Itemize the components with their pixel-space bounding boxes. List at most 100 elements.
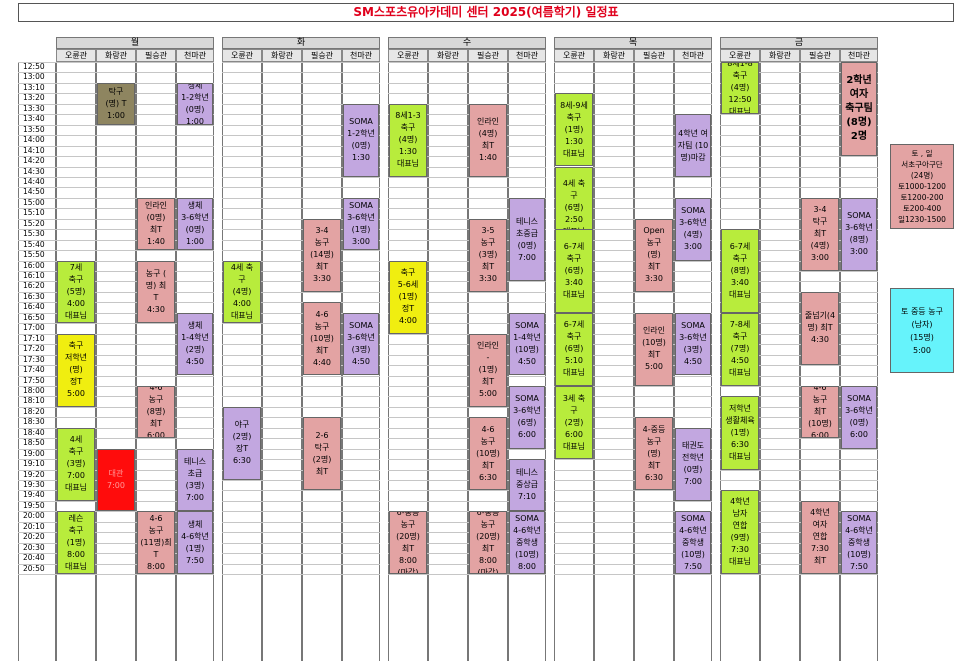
- grid-line: [554, 197, 712, 199]
- grid-line: [554, 417, 712, 419]
- class-block[interactable]: 8세-9세 축구 (1명) 1:30 대표님: [555, 93, 593, 167]
- class-block[interactable]: 생체 1-4학년 (2명) 4:50: [177, 312, 213, 376]
- class-block[interactable]: 7세 축구 (5명) 4:00 대표님: [57, 260, 95, 324]
- class-block[interactable]: SOMA 1-2학년 (0명) 1:30: [343, 103, 379, 177]
- venue-column: [594, 62, 634, 661]
- grid-line: [18, 281, 56, 283]
- grid-line: [222, 574, 380, 576]
- class-block[interactable]: 테니스 초중급 (0명) 7:00: [509, 197, 545, 282]
- class-block[interactable]: 생체 4-6학년 (1명) 7:50: [177, 511, 213, 575]
- class-block[interactable]: 8세1-8 축구 (4명) 12:50 대표님: [721, 62, 759, 115]
- class-block[interactable]: 저학년 생활체육 (1명) 6:30 대표님: [721, 396, 759, 470]
- class-block[interactable]: Open 농구 (명) 최T 3:30: [635, 218, 673, 292]
- grid-line: [720, 385, 878, 387]
- class-block[interactable]: 8세1-3 축구 (4명) 1:30 대표님: [389, 103, 427, 177]
- grid-line: [56, 500, 214, 502]
- class-block[interactable]: 3-4 탁구 최T (4명) 3:00: [801, 197, 839, 271]
- class-block[interactable]: SOMA 4-6학년 중학생 (10명) 8:00: [509, 511, 545, 575]
- class-block[interactable]: 4학년 남자 연합 (9명) 7:30 대표님: [721, 490, 759, 575]
- grid-line: [388, 438, 546, 440]
- grid-line: [720, 93, 878, 95]
- grid-line: [56, 302, 214, 304]
- grid-line: [554, 271, 712, 272]
- class-block[interactable]: 6-7세 축구 (6명) 5:10 대표님: [555, 312, 593, 386]
- grid-line: [18, 480, 56, 481]
- class-block[interactable]: 인라인 (4명) 최T 1:40: [469, 103, 507, 177]
- class-block[interactable]: 4-6 농구 최T (10명) 6:00: [801, 385, 839, 439]
- grid-line: [554, 563, 712, 565]
- venue-header: 천마관: [674, 49, 712, 62]
- class-block[interactable]: 인라인 (10명) 최T 5:00: [635, 312, 673, 386]
- grid-line: [720, 333, 878, 335]
- grid-line: [388, 187, 546, 189]
- venue-header: 필승관: [302, 49, 342, 62]
- class-block[interactable]: 테니스 초급 (3명) 7:00: [177, 448, 213, 512]
- class-block[interactable]: SOMA 3-6학년 (6명) 6:00: [509, 385, 545, 449]
- class-block[interactable]: 6-7세 축구 (8명) 3:40 대표님: [721, 229, 759, 313]
- class-block[interactable]: 4-6 농구 (10명) 최T 4:40: [303, 302, 341, 376]
- class-block[interactable]: SOMA 3-6학년 (1명) 3:00: [343, 197, 379, 251]
- class-block[interactable]: 농구 ( 명) 최 T 4:30: [137, 260, 175, 324]
- class-block[interactable]: 4학년 여자 연합 7:30 최T: [801, 500, 839, 575]
- class-block[interactable]: 야구 (2명) 장T 6:30: [223, 406, 261, 480]
- class-block[interactable]: SOMA 4-6학년 중학생 (10명) 7:50: [841, 511, 877, 575]
- class-block[interactable]: 7-8세 축구 (7명) 4:50 대표님: [721, 312, 759, 386]
- class-block[interactable]: 테니스 중상급 7:10: [509, 459, 545, 512]
- grid-line: [18, 511, 56, 513]
- time-label: 13:40: [23, 114, 45, 124]
- class-block[interactable]: 4-6 농구 (10명) 최T 6:30: [469, 417, 507, 491]
- grid-line: [720, 459, 878, 461]
- class-block[interactable]: 4세 축 구 (4명) 4:00 대표님: [223, 260, 261, 324]
- class-block[interactable]: 3-5 농구 (3명) 최T 3:30: [469, 218, 507, 292]
- class-block[interactable]: 축구 5-6세 (1명) 정T 4:00: [389, 260, 427, 334]
- time-label: 18:10: [23, 396, 45, 406]
- class-block[interactable]: 6-7세 축구 (6명) 3:40 대표님: [555, 229, 593, 313]
- class-block[interactable]: 6-중등 농구 (20명) 최T 8:00 (마감): [469, 511, 507, 575]
- class-block[interactable]: 줄넘기(4 명) 최T 4:30: [801, 291, 839, 366]
- class-block[interactable]: 2학년 여자 축구팀 (8명) 2명: [841, 62, 877, 157]
- class-block[interactable]: 생체 1-2학년 (0명) 1:00: [177, 82, 213, 125]
- grid-line: [720, 406, 878, 408]
- grid-line: [222, 532, 380, 534]
- grid-line: [222, 229, 380, 231]
- class-block[interactable]: 4-중등 농구 (명) 최T 6:30: [635, 417, 673, 491]
- class-block[interactable]: 탁구 (명) T 1:00: [97, 82, 135, 125]
- class-block[interactable]: SOMA 3-6학년 (4명) 3:00: [675, 197, 711, 261]
- grid-line: [720, 323, 878, 325]
- class-block[interactable]: 4세 축구 (3명) 7:00 대표님: [57, 427, 95, 501]
- class-block[interactable]: SOMA 4-6학년 중학생 (10명) 7:50: [675, 511, 711, 575]
- class-block[interactable]: 축구 저학년 (명) 정T 5:00: [57, 333, 95, 407]
- class-block[interactable]: 3-4 농구 (14명) 최T 3:30: [303, 218, 341, 292]
- time-label: 20:40: [23, 553, 45, 563]
- grid-line: [222, 208, 380, 210]
- grid-line: [388, 459, 546, 461]
- class-block[interactable]: 3세 축 구 (2명) 6:00 대표님: [555, 385, 593, 460]
- class-block[interactable]: SOMA 1-4학년 (10명) 4:50: [509, 312, 545, 376]
- class-block[interactable]: SOMA 3-6학년 (0명) 6:00: [841, 385, 877, 449]
- time-label: 17:30: [23, 354, 45, 364]
- class-block[interactable]: 인라인 (0명) 최T 1:40: [137, 197, 175, 251]
- grid-line: [18, 406, 56, 408]
- class-block[interactable]: 4-6 농구 (11명)최 T 8:00: [137, 511, 175, 575]
- class-block[interactable]: 인라인 - (1명) 최T 5:00: [469, 333, 507, 407]
- grid-line: [554, 208, 712, 210]
- class-block[interactable]: 2-6 탁구 (2명) 최T: [303, 417, 341, 491]
- class-block[interactable]: 4학년 여 자팀 (10 명)마감: [675, 114, 711, 177]
- grid-line: [222, 323, 380, 325]
- venue-column: [800, 62, 840, 661]
- grid-line: [720, 563, 878, 565]
- class-block[interactable]: 6-중등 농구 (20명) 최T 8:00 (마감): [389, 511, 427, 575]
- class-block[interactable]: 레슨 축구 (1명) 8:00 대표님: [57, 511, 95, 575]
- class-block[interactable]: SOMA 3-6학년 (3명) 4:50: [343, 312, 379, 376]
- grid-line: [18, 187, 56, 189]
- class-block[interactable]: SOMA 3-6학년 (8명) 3:00: [841, 197, 877, 271]
- class-block[interactable]: 대관 7:00: [97, 448, 135, 512]
- grid-line: [56, 312, 214, 314]
- time-label: 14:50: [23, 187, 45, 197]
- class-block[interactable]: 태권도 전학년 (0명) 7:00: [675, 427, 711, 501]
- class-block[interactable]: SOMA 3-6학년 (3명) 4:50: [675, 312, 711, 376]
- class-block[interactable]: 생체 3-6학년 (0명) 1:00: [177, 197, 213, 251]
- grid-line: [554, 312, 712, 314]
- class-block[interactable]: 4-6 농구 (8명) 최T 6:00: [137, 385, 175, 439]
- grid-line: [18, 532, 56, 534]
